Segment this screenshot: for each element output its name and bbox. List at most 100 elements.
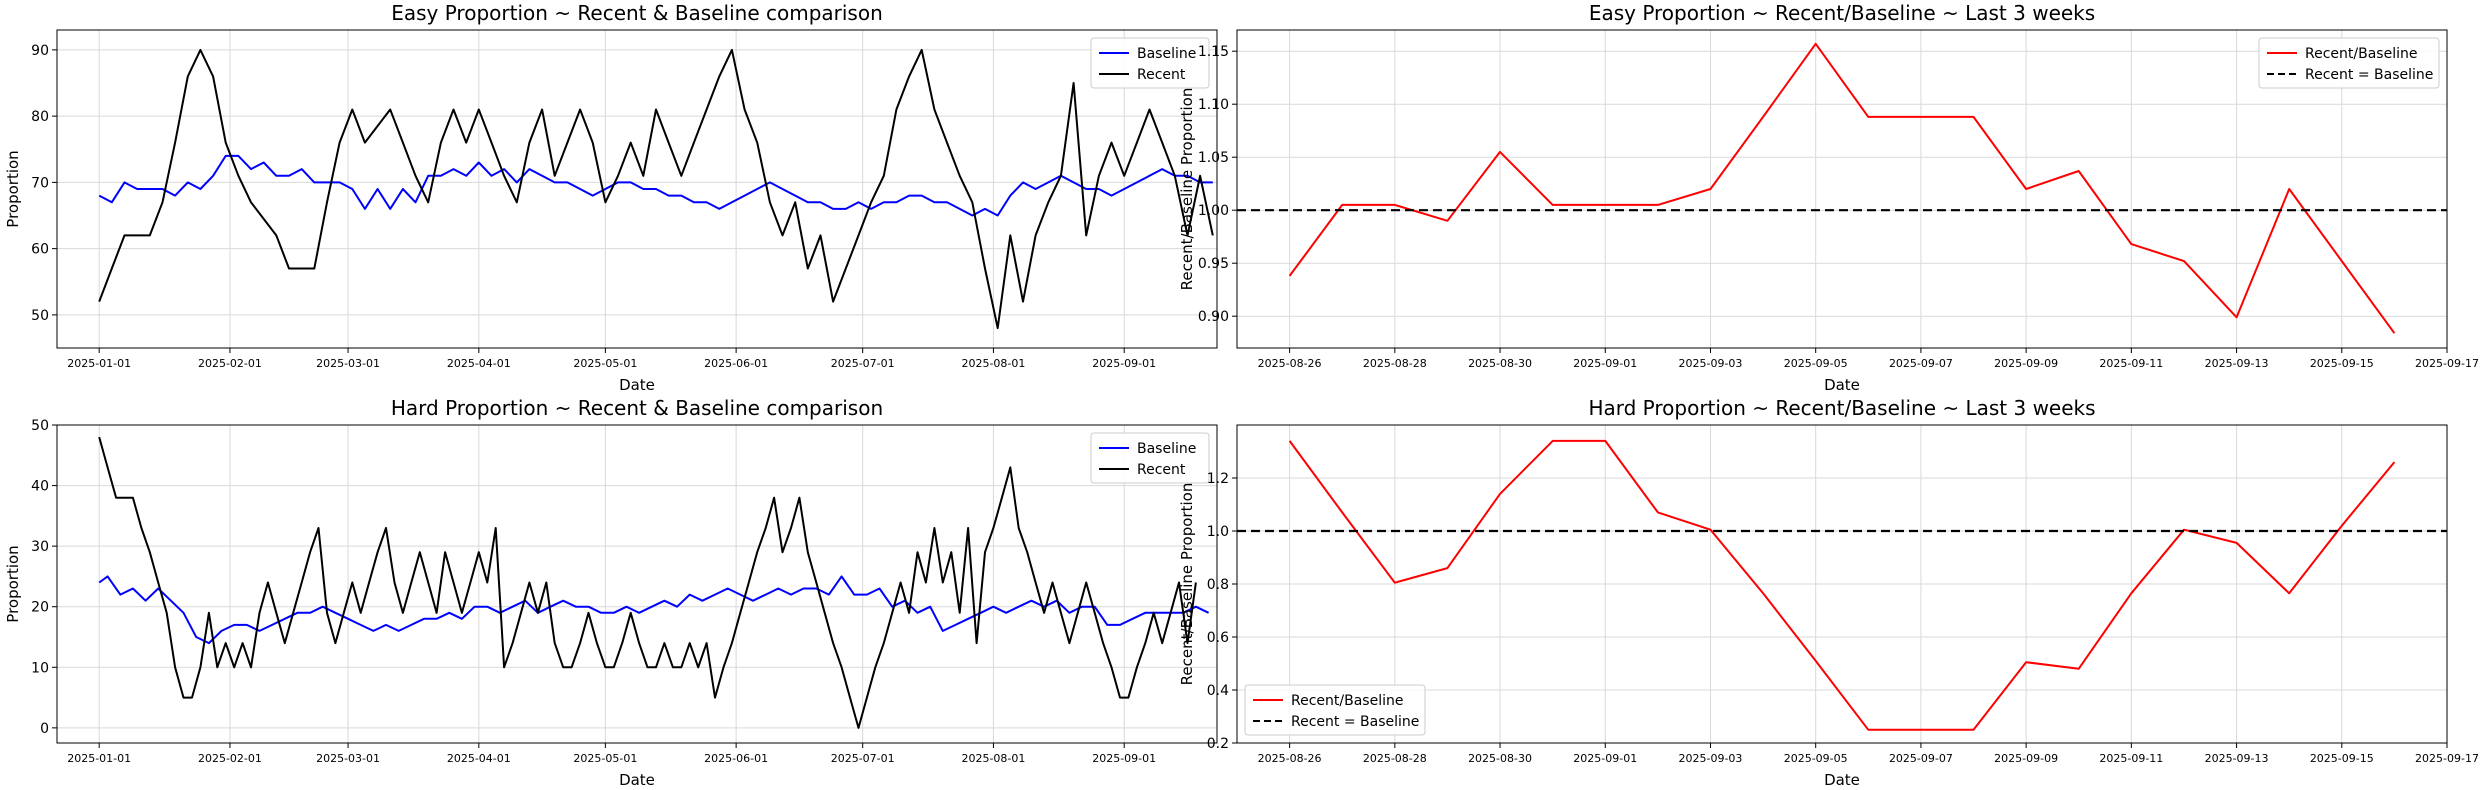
legend-label: Recent/Baseline xyxy=(1291,693,1403,709)
x-tick-label: 2025-09-07 xyxy=(1889,357,1953,370)
x-axis-label: Date xyxy=(1824,376,1860,394)
x-tick-label: 2025-08-28 xyxy=(1363,357,1427,370)
chart-panel: 2025-08-26 2025-08-28 2025-08-30 2025-09-01… xyxy=(1178,1,2479,394)
legend-box xyxy=(1244,684,1426,736)
x-tick-label: 2025-09-05 xyxy=(1784,752,1848,765)
x-tick-label: 2025-08-26 xyxy=(1258,357,1322,370)
y-tick-label: 40 xyxy=(31,479,49,495)
y-tick-label: 0.6 xyxy=(1207,630,1229,646)
y-tick-label: 80 xyxy=(31,109,49,125)
legend: Recent/Baseline Recent = Baseline xyxy=(2258,37,2440,89)
y-tick-label: 0.2 xyxy=(1207,736,1229,752)
y-tick-label: 1.05 xyxy=(1198,150,1229,166)
x-tick-label: 2025-09-01 xyxy=(1573,752,1637,765)
x-tick-label: 2025-05-01 xyxy=(573,752,637,765)
y-tick-label: 1.0 xyxy=(1207,524,1229,540)
y-axis-label: Proportion xyxy=(4,150,22,227)
legend-label: Recent/Baseline xyxy=(2305,46,2417,62)
series-line-recent xyxy=(98,48,1214,330)
series-line-recent-baseline xyxy=(1288,42,2396,334)
y-tick-label: 1.10 xyxy=(1198,97,1229,113)
y-tick-label: 1.15 xyxy=(1198,44,1229,60)
x-tick-label: 2025-09-03 xyxy=(1679,752,1743,765)
chart-panel: 2025-01-01 2025-02-01 2025-03-01 2025-04-01… xyxy=(4,396,1218,789)
series-line-baseline xyxy=(98,154,1213,217)
x-tick-label: 2025-09-01 xyxy=(1092,752,1156,765)
plot-frame xyxy=(56,29,1218,349)
x-tick-label: 2025-08-30 xyxy=(1468,752,1532,765)
x-tick-label: 2025-09-01 xyxy=(1573,357,1637,370)
y-tick-label: 70 xyxy=(31,175,49,191)
x-tick-label: 2025-02-01 xyxy=(198,752,262,765)
x-tick-label: 2025-09-11 xyxy=(2099,752,2163,765)
legend: Baseline Recent xyxy=(1090,37,1210,89)
y-tick-label: 30 xyxy=(31,539,49,555)
legend-label: Baseline xyxy=(1137,441,1196,457)
x-tick-label: 2025-03-01 xyxy=(316,752,380,765)
y-tick-label: 0.8 xyxy=(1207,577,1229,593)
chart-title: Hard Proportion ~ Recent & Baseline comp… xyxy=(391,396,883,420)
x-tick-label: 2025-08-01 xyxy=(961,357,1025,370)
x-tick-label: 2025-05-01 xyxy=(573,357,637,370)
legend: Baseline Recent xyxy=(1090,432,1210,484)
chart-panel: 2025-08-26 2025-08-28 2025-08-30 2025-09-01… xyxy=(1178,396,2479,789)
chart-title: Hard Proportion ~ Recent/Baseline ~ Last… xyxy=(1588,396,2095,420)
x-tick-label: 2025-09-13 xyxy=(2205,752,2269,765)
x-tick-label: 2025-09-05 xyxy=(1784,357,1848,370)
legend-label: Recent xyxy=(1137,67,1186,83)
y-tick-label: 10 xyxy=(31,660,49,676)
y-axis-label: Recent/Baseline Proportion xyxy=(1178,88,1196,291)
chart-title: Easy Proportion ~ Recent/Baseline ~ Last… xyxy=(1589,1,2095,25)
x-tick-label: 2025-09-17 xyxy=(2415,752,2479,765)
x-tick-label: 2025-02-01 xyxy=(198,357,262,370)
x-tick-label: 2025-04-01 xyxy=(447,752,511,765)
y-tick-label: 50 xyxy=(31,308,49,324)
x-tick-label: 2025-09-09 xyxy=(1994,357,2058,370)
y-tick-label: 0.90 xyxy=(1198,309,1229,325)
x-tick-label: 2025-08-01 xyxy=(961,752,1025,765)
series-line-recent xyxy=(98,436,1197,729)
y-axis-label: Proportion xyxy=(4,545,22,622)
chart-panel: 2025-01-01 2025-02-01 2025-03-01 2025-04-01… xyxy=(4,1,1218,394)
y-tick-label: 0 xyxy=(40,721,49,737)
legend-label: Recent xyxy=(1137,462,1186,478)
legend-label: Recent = Baseline xyxy=(1291,714,1419,730)
legend-box xyxy=(2258,37,2440,89)
plot-frame xyxy=(56,424,1218,744)
y-tick-label: 0.4 xyxy=(1207,683,1229,699)
x-tick-label: 2025-08-26 xyxy=(1258,752,1322,765)
x-tick-label: 2025-09-11 xyxy=(2099,357,2163,370)
x-tick-label: 2025-09-09 xyxy=(1994,752,2058,765)
y-tick-label: 50 xyxy=(31,418,49,434)
legend: Recent/Baseline Recent = Baseline xyxy=(1244,684,1426,736)
x-tick-label: 2025-01-01 xyxy=(67,357,131,370)
x-tick-label: 2025-09-15 xyxy=(2310,752,2374,765)
x-axis-label: Date xyxy=(619,771,655,789)
y-tick-label: 0.95 xyxy=(1198,256,1229,272)
x-tick-label: 2025-04-01 xyxy=(447,357,511,370)
x-tick-label: 2025-08-30 xyxy=(1468,357,1532,370)
plot-frame xyxy=(1236,29,2448,349)
x-tick-label: 2025-01-01 xyxy=(67,752,131,765)
legend-box xyxy=(1090,37,1210,89)
x-tick-label: 2025-06-01 xyxy=(704,357,768,370)
x-tick-label: 2025-09-13 xyxy=(2205,357,2269,370)
legend-label: Baseline xyxy=(1137,46,1196,62)
y-tick-label: 90 xyxy=(31,43,49,59)
x-tick-label: 2025-09-01 xyxy=(1092,357,1156,370)
x-tick-label: 2025-09-17 xyxy=(2415,357,2479,370)
x-tick-label: 2025-06-01 xyxy=(704,752,768,765)
x-tick-label: 2025-08-28 xyxy=(1363,752,1427,765)
x-tick-label: 2025-03-01 xyxy=(316,357,380,370)
y-tick-label: 1.00 xyxy=(1198,203,1229,219)
x-tick-label: 2025-09-03 xyxy=(1679,357,1743,370)
y-tick-label: 20 xyxy=(31,600,49,616)
x-axis-label: Date xyxy=(619,376,655,394)
y-tick-label: 60 xyxy=(31,242,49,258)
series-line-baseline xyxy=(98,575,1210,645)
legend-label: Recent = Baseline xyxy=(2305,67,2433,83)
x-tick-label: 2025-09-15 xyxy=(2310,357,2374,370)
x-tick-label: 2025-07-01 xyxy=(831,752,895,765)
